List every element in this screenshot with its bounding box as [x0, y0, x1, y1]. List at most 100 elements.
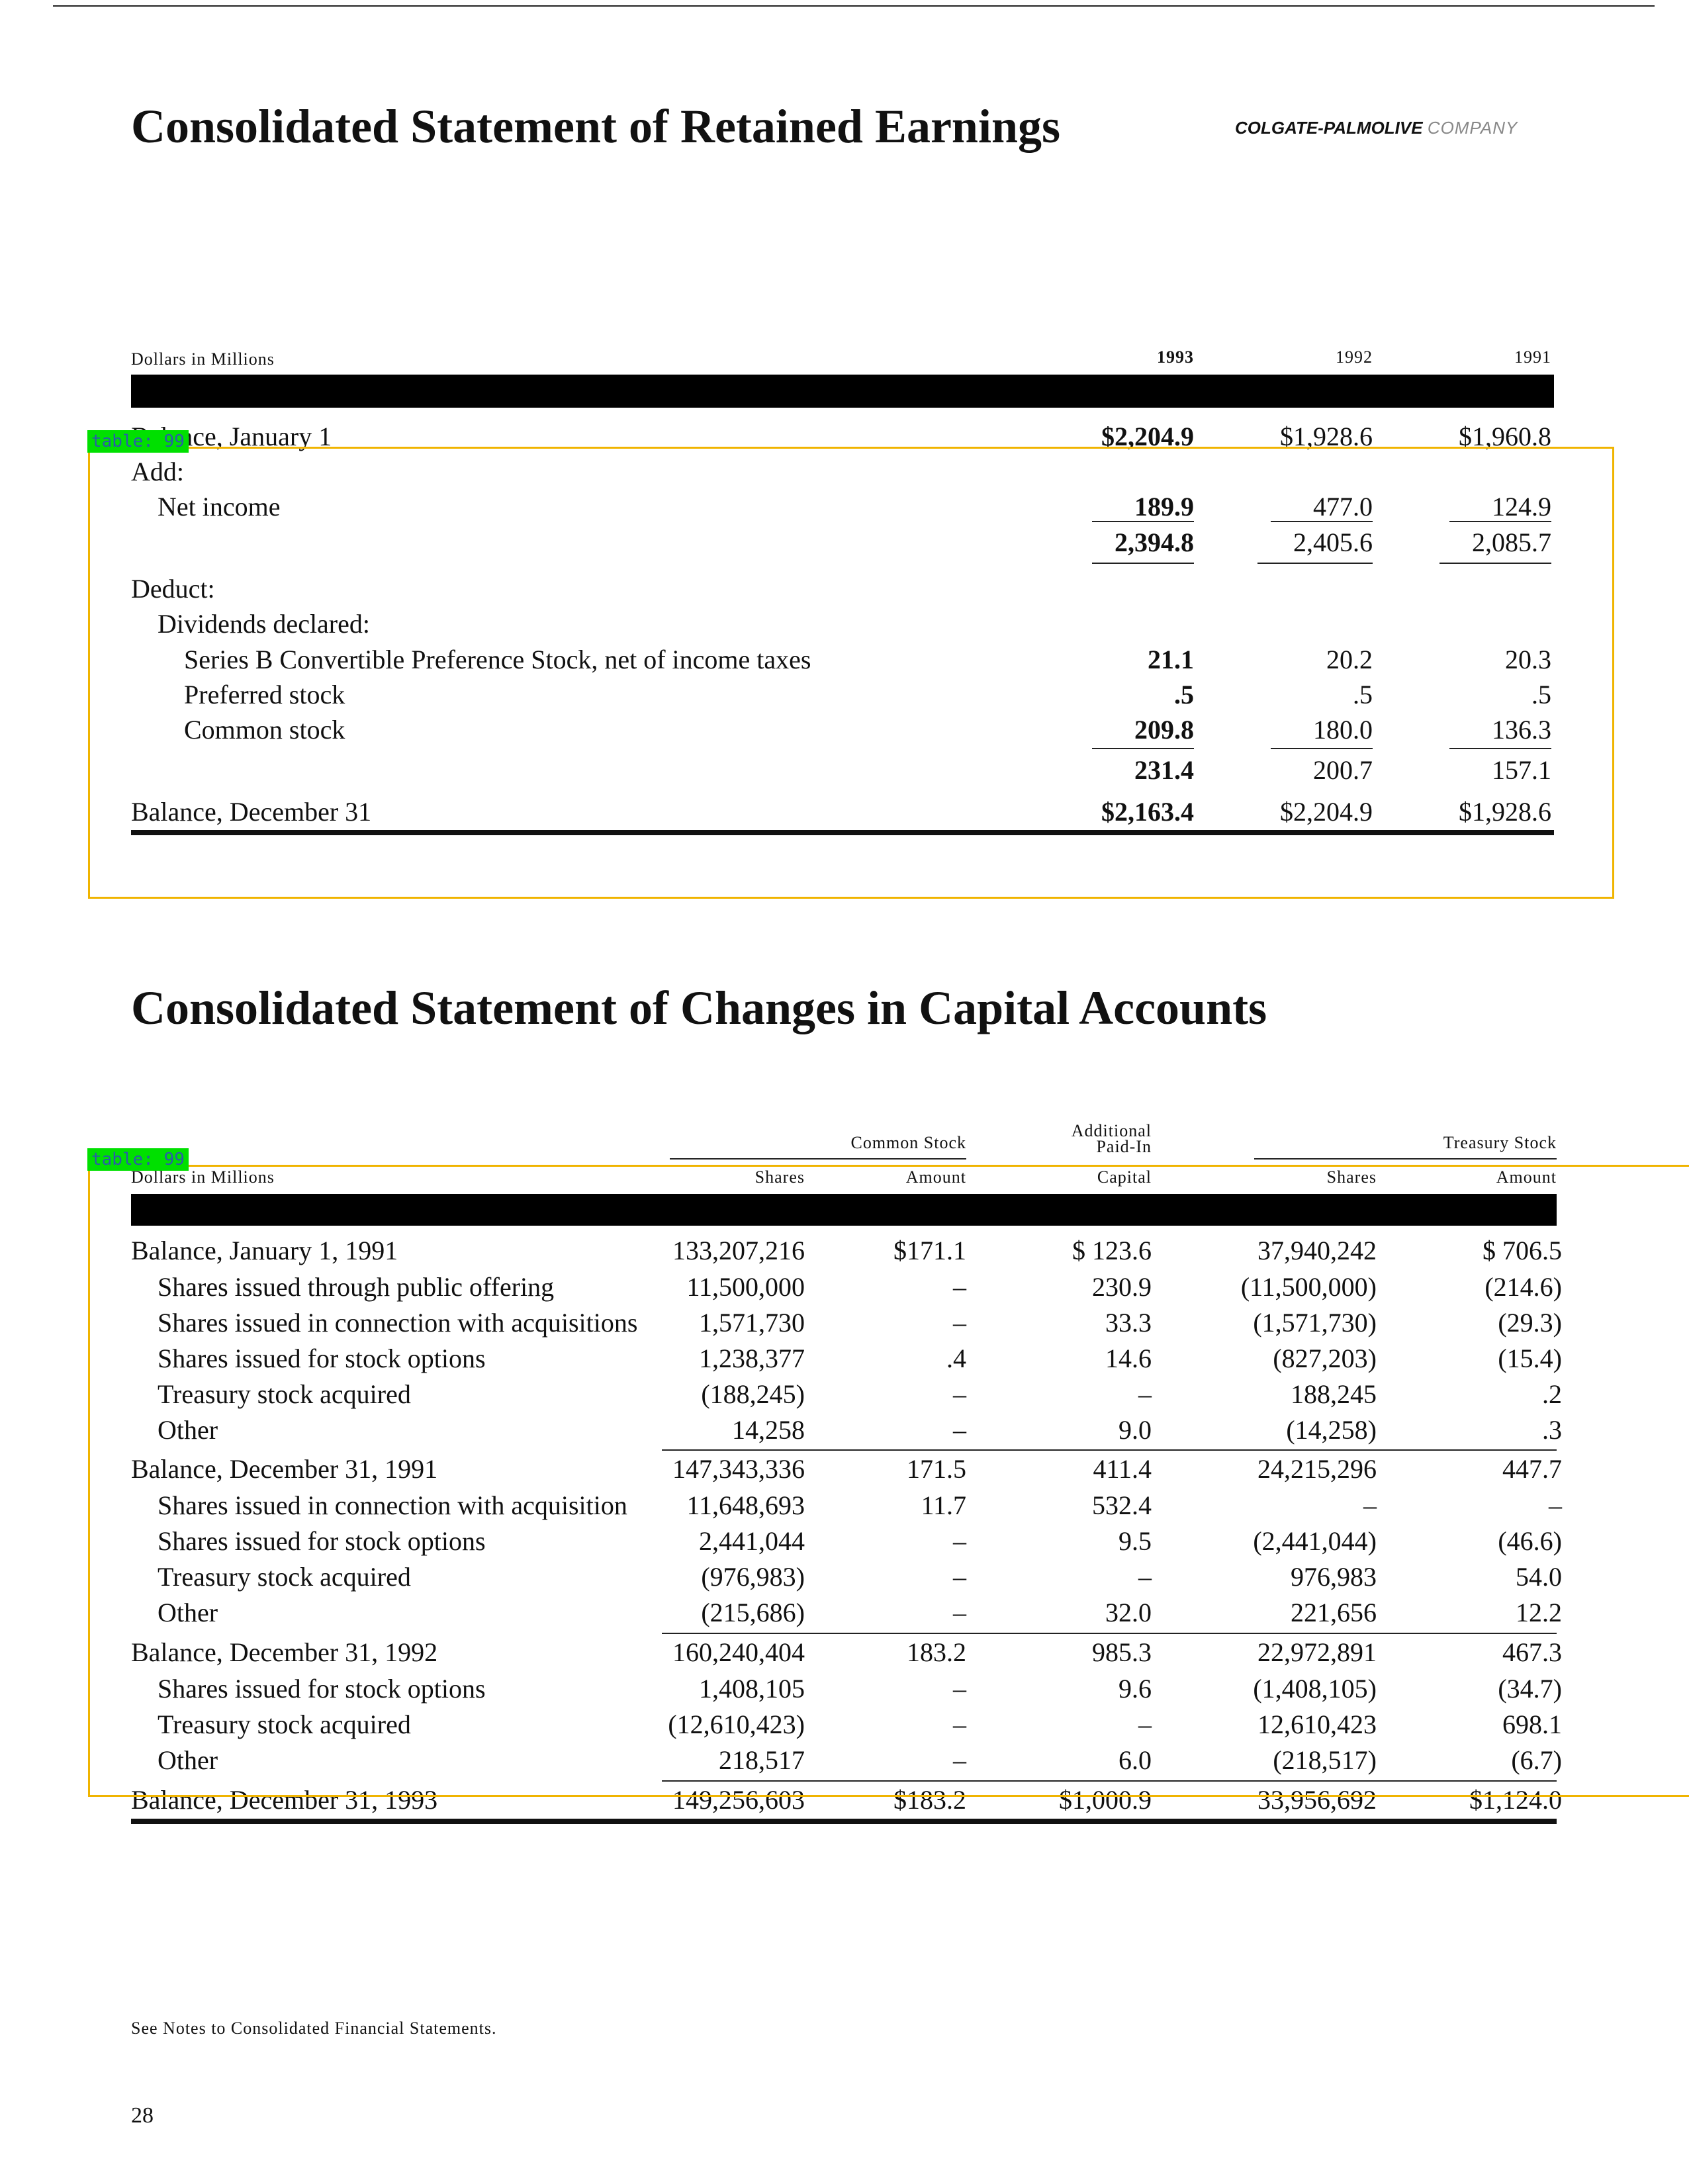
capital-row-label: Treasury stock acquired: [158, 1562, 411, 1592]
retained-cell: 189.9: [1134, 492, 1194, 522]
capital-row-label: Balance, January 1, 1991: [131, 1236, 398, 1265]
capital-row-label: Shares issued in connection with acquisi…: [158, 1308, 638, 1338]
retained-subtotal-rule: [1092, 748, 1194, 749]
capital-cell: (976,983): [701, 1562, 805, 1592]
capital-cell: 411.4: [1093, 1454, 1152, 1484]
retained-cell: 477.0: [1313, 492, 1373, 522]
retained-cell: 20.2: [1326, 645, 1373, 674]
retained-row-label: Deduct:: [131, 574, 215, 604]
capital-cell: 230.9: [1092, 1272, 1152, 1302]
capital-cell: 976,983: [1291, 1562, 1377, 1592]
capital-cell: (6.7): [1511, 1745, 1562, 1775]
treasury-stock-rule: [1254, 1158, 1557, 1160]
capital-cell: 532.4: [1092, 1490, 1152, 1520]
detection-tag: table: 99: [87, 1148, 189, 1171]
capital-cell: 22,972,891: [1257, 1637, 1377, 1667]
capital-cell: –: [953, 1745, 966, 1775]
capital-row-label: Balance, December 31, 1991: [131, 1454, 438, 1484]
capital-row-label: Other: [158, 1745, 218, 1775]
capital-cell: (1,408,105): [1253, 1674, 1377, 1704]
capital-cell: (1,571,730): [1253, 1308, 1377, 1338]
capital-cell: 9.6: [1118, 1674, 1152, 1704]
capital-cell: 698.1: [1502, 1709, 1562, 1739]
capital-cell: .3: [1542, 1415, 1562, 1445]
retained-row-label: Add:: [131, 457, 184, 486]
retained-cell: 20.3: [1505, 645, 1551, 674]
capital-cell: $ 123.6: [1072, 1236, 1152, 1265]
capital-cell: (188,245): [701, 1379, 805, 1409]
retained-cell: 136.3: [1492, 715, 1551, 745]
retained-title: Consolidated Statement of Retained Earni…: [131, 100, 1061, 153]
capital-cell: 1,571,730: [699, 1308, 805, 1338]
capital-cell: 37,940,242: [1257, 1236, 1377, 1265]
detection-tag: table: 99: [87, 430, 189, 453]
footnote: See Notes to Consolidated Financial Stat…: [131, 2019, 497, 2038]
brand-light: COMPANY: [1427, 118, 1518, 138]
retained-cell: .5: [1531, 680, 1551, 709]
header-common-shares: Shares: [754, 1167, 805, 1187]
capital-cell: (2,441,044): [1253, 1526, 1377, 1556]
capital-row-label: Shares issued for stock options: [158, 1343, 486, 1373]
capital-cell: –: [953, 1674, 966, 1704]
capital-row-label: Treasury stock acquired: [158, 1709, 411, 1739]
capital-cell: –: [953, 1272, 966, 1302]
capital-cell: (214.6): [1484, 1272, 1562, 1302]
retained-cell: 180.0: [1313, 715, 1373, 745]
capital-header-bar: [131, 1194, 1557, 1226]
header-treasury-stock: Treasury Stock: [1443, 1133, 1557, 1152]
retained-subtotal-rule: [1449, 748, 1551, 749]
header-apic-1: Additional: [1071, 1121, 1152, 1140]
header-apic-3: Capital: [1097, 1167, 1152, 1187]
capital-cell: (15.4): [1498, 1343, 1562, 1373]
capital-cell: 218,517: [719, 1745, 805, 1775]
capital-cell: –: [1138, 1562, 1152, 1592]
capital-cell: 12,610,423: [1257, 1709, 1377, 1739]
brand-bold: COLGATE-PALMOLIVE: [1235, 118, 1423, 138]
capital-cell: 149,256,603: [672, 1785, 805, 1815]
capital-cell: 6.0: [1118, 1745, 1152, 1775]
retained-cell: 124.9: [1492, 492, 1551, 522]
retained-cell: $1,928.6: [1280, 422, 1373, 451]
capital-cell: 1,408,105: [699, 1674, 805, 1704]
capital-cell: (11,500,000): [1240, 1272, 1377, 1302]
capital-cell: –: [1549, 1490, 1562, 1520]
retained-cell: 209.8: [1134, 715, 1194, 745]
retained-row-label: Common stock: [184, 715, 345, 745]
capital-cell: $1,124.0: [1469, 1785, 1562, 1815]
capital-cell: –: [953, 1562, 966, 1592]
retained-row-label: Balance, December 31: [131, 797, 372, 827]
header-common-stock: Common Stock: [850, 1133, 966, 1152]
capital-cell: –: [953, 1526, 966, 1556]
retained-row-label: Dividends declared:: [158, 609, 370, 639]
retained-cell: .5: [1353, 680, 1373, 709]
retained-cell: 157.1: [1492, 755, 1551, 785]
capital-cell: (215,686): [701, 1598, 805, 1627]
retained-row-label: Series B Convertible Preference Stock, n…: [184, 645, 811, 674]
retained-total-rule: [1439, 563, 1551, 564]
capital-cell: 9.0: [1118, 1415, 1152, 1445]
header-treasury-shares: Shares: [1326, 1167, 1377, 1187]
capital-cell: 24,215,296: [1257, 1454, 1377, 1484]
capital-cell: 183.2: [907, 1637, 966, 1667]
capital-cell: (34.7): [1498, 1674, 1562, 1704]
brand-logo: COLGATE-PALMOLIVE COMPANY: [1235, 118, 1518, 138]
capital-row-label: Shares issued through public offering: [158, 1272, 555, 1302]
capital-cell: –: [1138, 1379, 1152, 1409]
retained-year-1991: 1991: [1514, 347, 1551, 367]
capital-cell: 54.0: [1516, 1562, 1562, 1592]
capital-cell: 33,956,692: [1257, 1785, 1377, 1815]
capital-cell: –: [953, 1598, 966, 1627]
retained-subtotal-rule: [1271, 521, 1373, 522]
capital-cell: .4: [946, 1343, 966, 1373]
capital-cell: 12.2: [1516, 1598, 1562, 1627]
retained-row-label: Preferred stock: [184, 680, 345, 709]
retained-bottom-rule: [131, 830, 1554, 835]
capital-cell: $1,000.9: [1059, 1785, 1152, 1815]
capital-row-label: Shares issued in connection with acquisi…: [158, 1490, 627, 1520]
capital-row-label: Balance, December 31, 1993: [131, 1785, 438, 1815]
capital-cell: –: [1138, 1709, 1152, 1739]
retained-cell: 2,085.7: [1472, 527, 1551, 557]
capital-row-label: Treasury stock acquired: [158, 1379, 411, 1409]
capital-cell: (14,258): [1286, 1415, 1377, 1445]
capital-cell: $ 706.5: [1483, 1236, 1562, 1265]
